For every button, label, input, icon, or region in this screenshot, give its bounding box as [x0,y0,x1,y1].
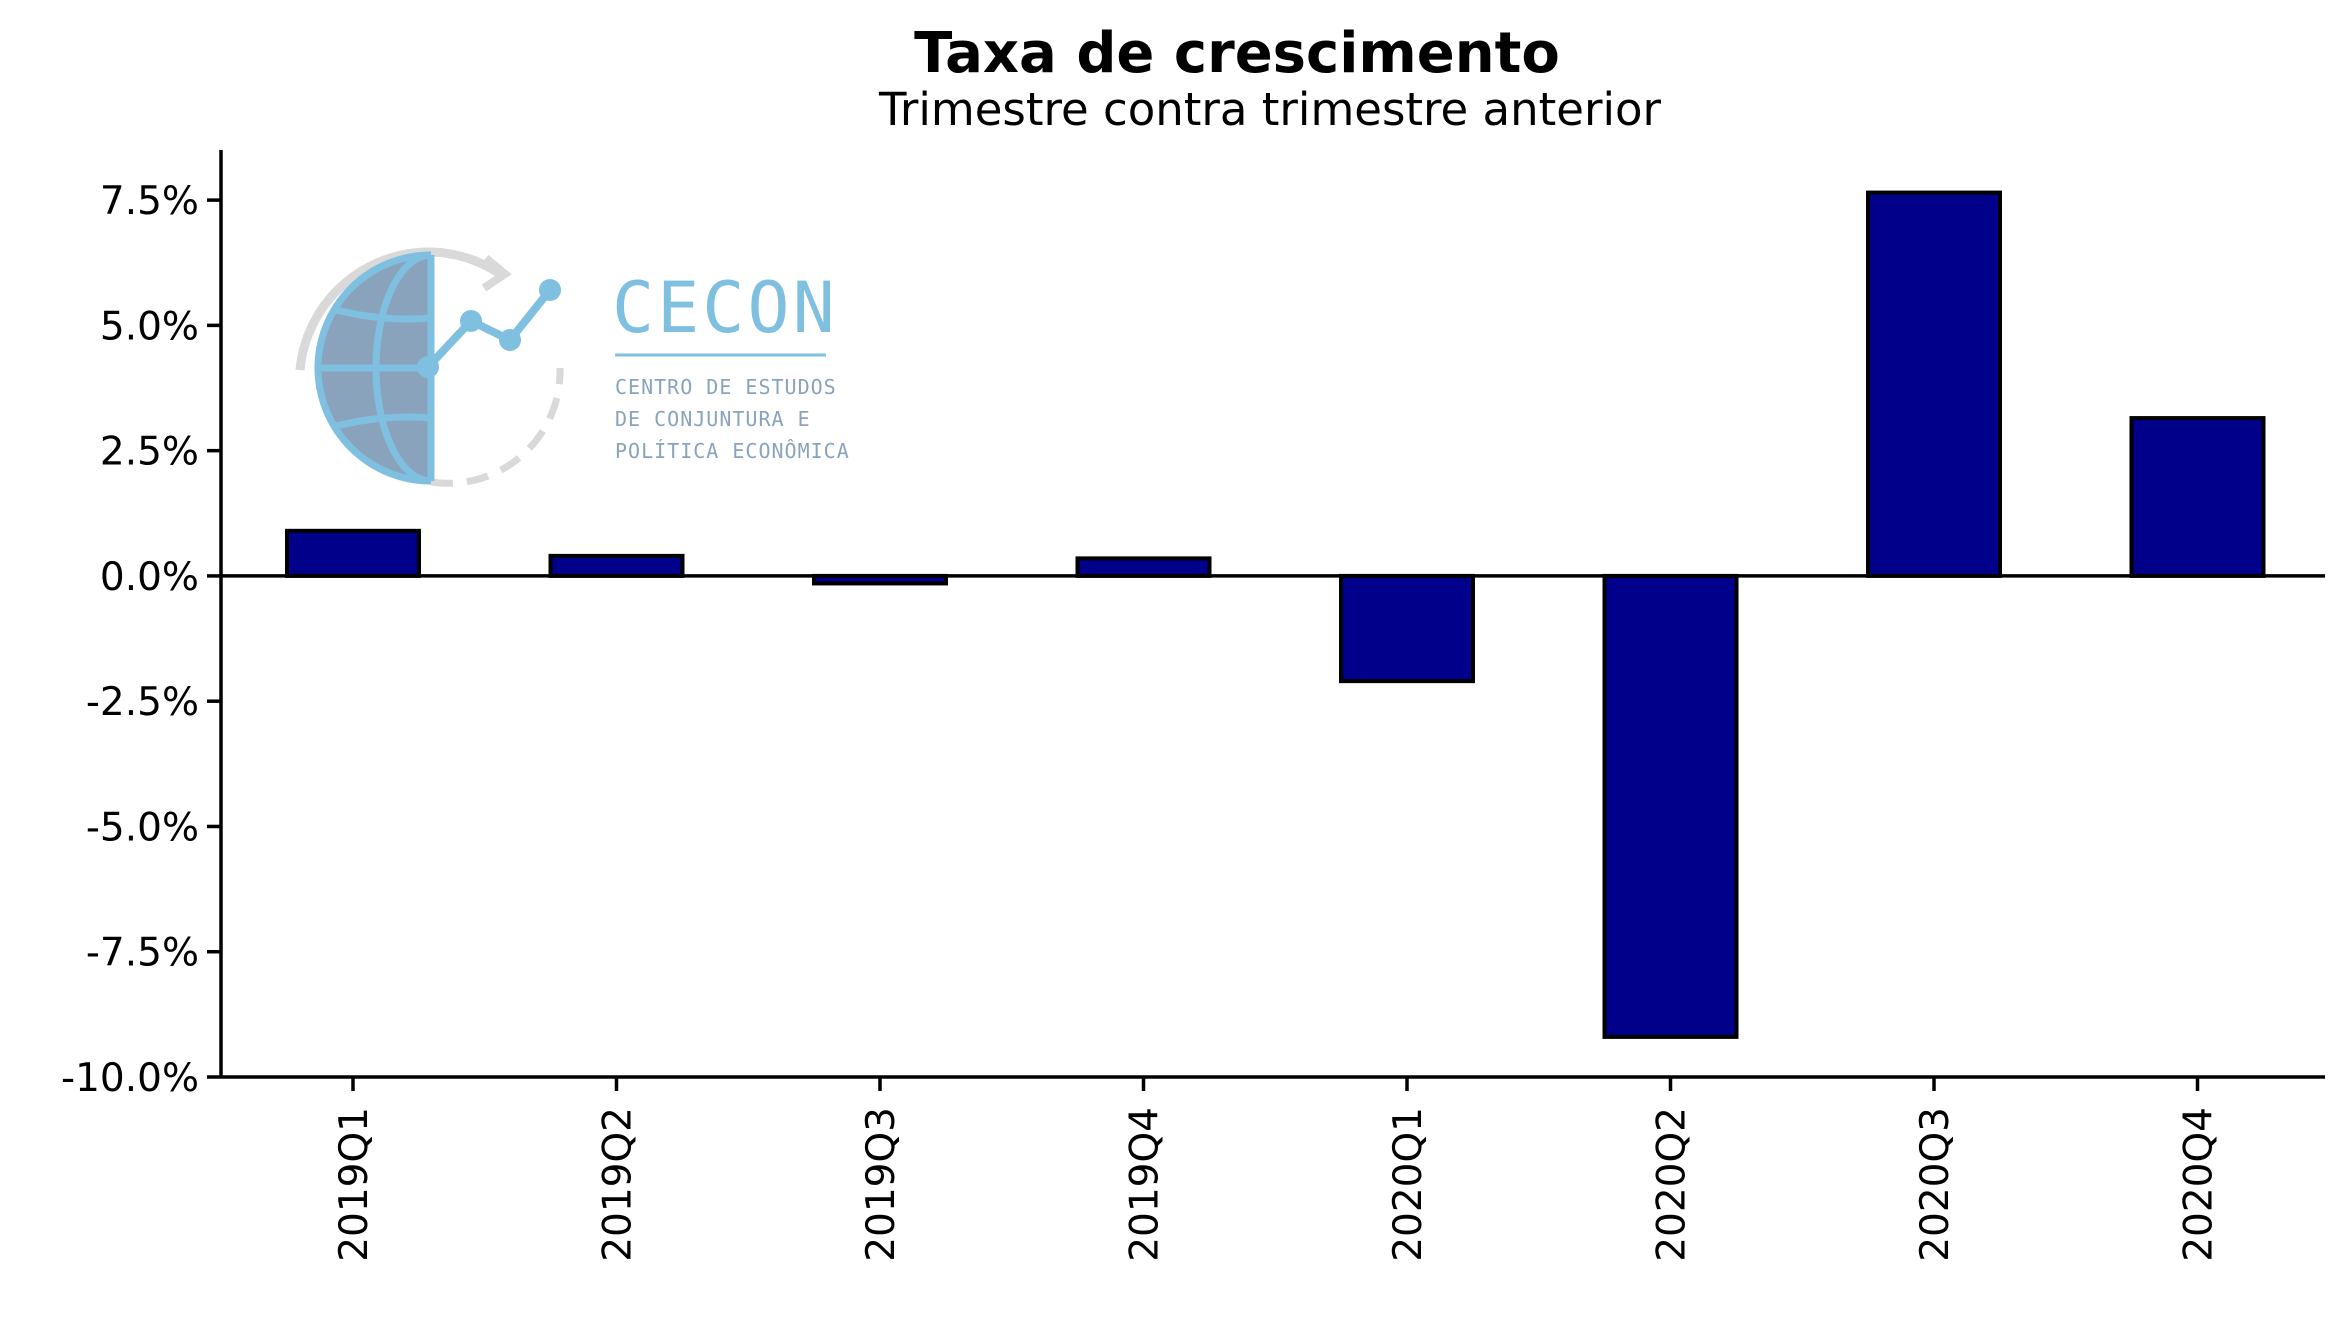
y-tick-label: 5.0% [100,304,199,349]
x-tick-label: 2019Q2 [596,1107,641,1262]
y-tick-label: -2.5% [86,680,199,725]
cecon-logo: CECON CENTRO DE ESTUDOS DE CONJUNTURA E … [295,247,850,487]
x-tick-label: 2020Q2 [1650,1107,1695,1262]
chart-subtitle: Trimestre contra trimestre anterior [878,83,1662,136]
bar-2019Q2 [548,553,685,578]
logo-dot-icon [417,356,439,378]
logo-dot-icon [460,310,482,332]
bar-2019Q1 [285,528,421,578]
logo-line-1: CENTRO DE ESTUDOS [615,375,837,399]
y-tick-label: -7.5% [86,931,199,976]
x-tick-label: 2019Q3 [859,1107,904,1262]
logo-line-3: POLÍTICA ECONÔMICA [615,439,850,463]
bar-2020Q2 [1602,573,1739,1039]
logo-line-2: DE CONJUNTURA E [615,407,811,431]
bar-2020Q3 [1866,190,2002,578]
y-tick-label: 2.5% [100,430,199,475]
bar-2020Q1 [1339,573,1475,684]
chart-title: Taxa de crescimento [914,21,1560,86]
x-tick-label: 2019Q1 [332,1107,377,1262]
y-tick-label: 0.0% [100,555,199,600]
x-tick-label: 2020Q4 [2177,1107,2222,1262]
y-tick-label: 7.5% [100,179,199,224]
logo-arc-top [295,247,432,371]
axes-group: 7.5% 5.0% 2.5% 0.0% -2.5% -5.0% -7.5% -10.0% 201… [61,150,2325,1262]
logo-name: CECON [612,267,838,349]
x-tick-label: 2019Q4 [1123,1107,1168,1262]
bars-group [285,190,2266,1039]
bar-2019Q4 [1075,556,1212,578]
logo-dot-icon [539,279,561,301]
logo-trend-line-icon [425,287,554,370]
logo-arrow-icon [481,254,512,292]
y-tick-label: -5.0% [86,805,199,850]
logo-arc-dashed [430,367,564,487]
x-tick-label: 2020Q1 [1386,1107,1431,1262]
y-tick-label: -10.0% [61,1056,199,1101]
x-tick-label: 2020Q3 [1913,1107,1958,1262]
bar-2020Q4 [2129,416,2266,578]
logo-dot-icon [499,329,521,351]
logo-arc-top-right [430,247,503,278]
